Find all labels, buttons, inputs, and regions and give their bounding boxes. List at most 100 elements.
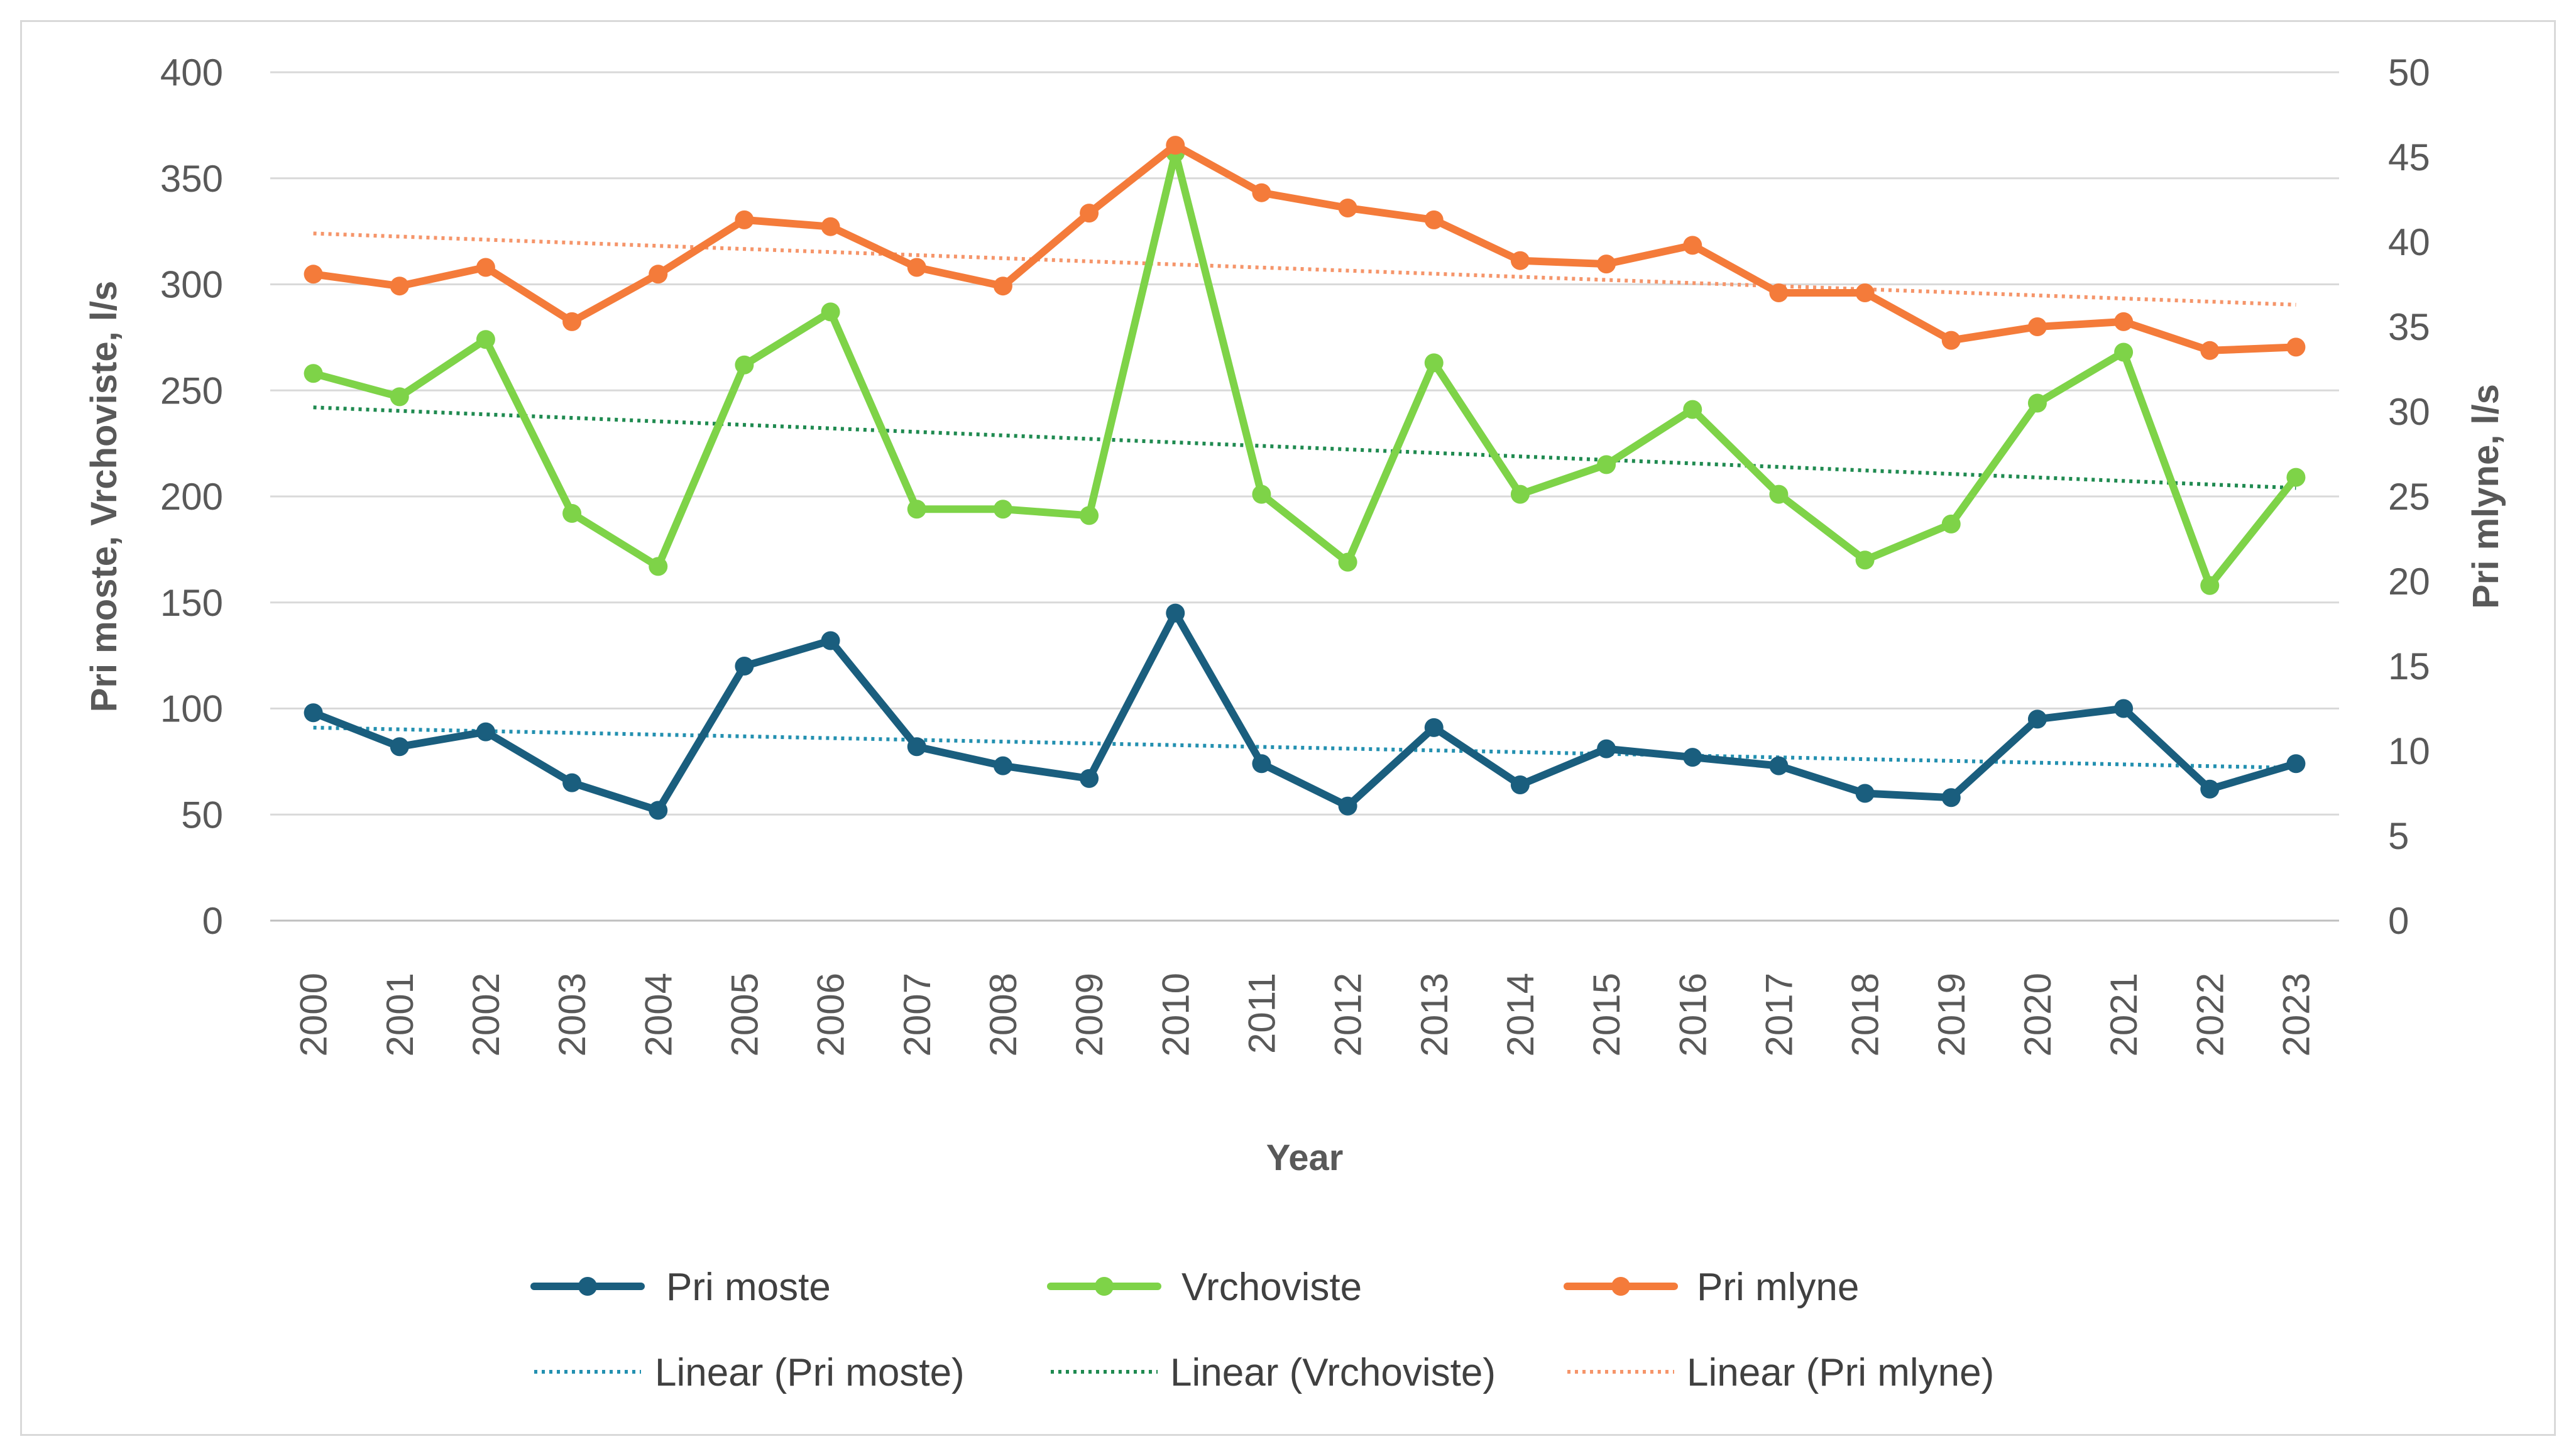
data-point-pri-moste — [735, 657, 754, 676]
x-tick-label: 2016 — [1672, 973, 1714, 1056]
legend-item-vrchoviste: Vrchoviste — [1047, 1266, 1362, 1309]
x-tick-label: 2005 — [723, 973, 765, 1056]
left-tick-label: 300 — [160, 264, 223, 306]
x-tick-label: 2010 — [1154, 973, 1197, 1056]
data-point-pri-mlyne — [735, 210, 754, 229]
x-tick-label: 2007 — [896, 973, 938, 1056]
x-tick-label: 2002 — [465, 973, 507, 1056]
data-point-vrchoviste — [1941, 514, 1961, 534]
x-tick-label: 2019 — [1931, 973, 1973, 1056]
left-tick-label: 50 — [181, 794, 223, 836]
data-point-pri-moste — [562, 773, 582, 792]
data-point-pri-mlyne — [1769, 283, 1789, 302]
data-point-pri-mlyne — [562, 312, 582, 331]
legend-label-linear-pri-mlyne: Linear (Pri mlyne) — [1687, 1351, 1994, 1394]
series-line-vrchoviste — [309, 149, 2300, 589]
data-point-pri-moste — [390, 737, 409, 757]
data-point-vrchoviste — [735, 355, 754, 375]
right-tick-label: 15 — [2388, 645, 2430, 687]
data-point-pri-mlyne — [2286, 337, 2306, 357]
x-tick-label: 2004 — [637, 973, 679, 1056]
data-point-pri-mlyne — [1338, 199, 1357, 217]
data-point-vrchoviste — [907, 500, 926, 519]
data-point-pri-moste — [2114, 699, 2134, 718]
legend-label-pri-mlyne: Pri mlyne — [1697, 1266, 1859, 1309]
data-point-pri-mlyne — [2114, 312, 2134, 331]
data-point-pri-moste — [1683, 748, 1702, 767]
x-tick-label: 2006 — [810, 973, 852, 1056]
data-point-vrchoviste — [2114, 342, 2134, 362]
x-tick-label: 2015 — [1586, 973, 1628, 1056]
x-tick-label: 2009 — [1068, 973, 1110, 1056]
legend-item-linear-pri-mlyne: Linear (Pri mlyne) — [1567, 1351, 1994, 1394]
data-point-vrchoviste — [649, 557, 668, 576]
legend-marker-pri-mlyne — [1611, 1277, 1630, 1296]
data-point-vrchoviste — [821, 302, 840, 322]
x-tick-label: 2012 — [1327, 973, 1369, 1056]
data-point-pri-mlyne — [993, 276, 1012, 296]
data-point-pri-moste — [993, 756, 1012, 775]
series-pri-mlyne — [304, 136, 2306, 360]
gridlines — [270, 71, 2339, 922]
data-point-pri-mlyne — [304, 265, 323, 284]
data-point-vrchoviste — [1683, 400, 1702, 419]
x-axis-title: Year — [1266, 1137, 1344, 1178]
data-point-pri-mlyne — [2200, 341, 2220, 360]
data-point-vrchoviste — [562, 504, 582, 523]
data-point-pri-moste — [1338, 796, 1357, 816]
trendlines — [313, 231, 2296, 770]
left-tick-label: 100 — [160, 688, 223, 730]
legend-item-linear-vrchoviste: Linear (Vrchoviste) — [1051, 1351, 1496, 1394]
data-point-pri-mlyne — [1252, 183, 1271, 202]
legend-item-pri-moste: Pri moste — [530, 1266, 831, 1309]
data-point-vrchoviste — [1338, 552, 1357, 572]
right-tick-label: 0 — [2388, 900, 2409, 942]
x-tick-label: 2011 — [1241, 973, 1283, 1054]
left-tick-label: 250 — [160, 369, 223, 412]
trendline-linear-pri-moste — [313, 725, 2296, 770]
data-point-pri-mlyne — [1597, 255, 1616, 274]
data-point-pri-mlyne — [649, 265, 668, 284]
right-tick-label: 40 — [2388, 221, 2430, 263]
data-point-vrchoviste — [1769, 484, 1789, 504]
right-tick-label: 5 — [2388, 815, 2409, 857]
data-point-pri-moste — [1252, 754, 1271, 774]
data-point-vrchoviste — [2286, 468, 2306, 487]
legend-marker-vrchoviste — [1095, 1277, 1114, 1296]
x-tick-label: 2022 — [2189, 973, 2231, 1056]
data-point-pri-mlyne — [1855, 283, 1875, 302]
data-point-pri-mlyne — [1683, 236, 1702, 255]
x-tick-label: 2013 — [1413, 973, 1455, 1056]
data-point-pri-mlyne — [2027, 317, 2047, 336]
legend: Pri moste Vrchoviste Pri mlyne Linear (P… — [530, 1266, 1994, 1394]
data-point-pri-mlyne — [907, 258, 926, 277]
data-point-vrchoviste — [390, 387, 409, 407]
data-point-pri-moste — [1855, 784, 1875, 803]
data-point-vrchoviste — [476, 330, 495, 349]
data-point-pri-moste — [1941, 788, 1961, 807]
data-series — [304, 136, 2306, 820]
data-point-pri-mlyne — [1080, 204, 1099, 223]
data-point-pri-moste — [304, 703, 323, 723]
data-point-pri-moste — [907, 737, 926, 757]
x-tick-label: 2021 — [2103, 973, 2145, 1056]
left-tick-label: 400 — [160, 52, 223, 94]
legend-label-linear-vrchoviste: Linear (Vrchoviste) — [1170, 1351, 1496, 1394]
x-tick-label: 2001 — [379, 973, 421, 1056]
data-point-pri-mlyne — [390, 276, 409, 296]
data-point-vrchoviste — [1424, 353, 1444, 373]
data-point-pri-mlyne — [1510, 251, 1530, 270]
trendline-linear-vrchoviste — [313, 405, 2296, 490]
data-point-pri-moste — [2286, 754, 2306, 774]
left-tick-label: 350 — [160, 158, 223, 200]
data-point-pri-moste — [821, 631, 840, 650]
series-vrchoviste — [304, 143, 2306, 595]
data-point-vrchoviste — [1080, 506, 1099, 525]
trendline-linear-pri-mlyne — [313, 231, 2296, 307]
x-tick-label: 2000 — [293, 973, 335, 1056]
left-tick-label: 150 — [160, 582, 223, 624]
data-point-pri-moste — [1424, 718, 1444, 737]
right-y-axis-title: Pri mlyne, l/s — [2465, 384, 2506, 609]
legend-marker-pri-moste — [578, 1277, 597, 1296]
